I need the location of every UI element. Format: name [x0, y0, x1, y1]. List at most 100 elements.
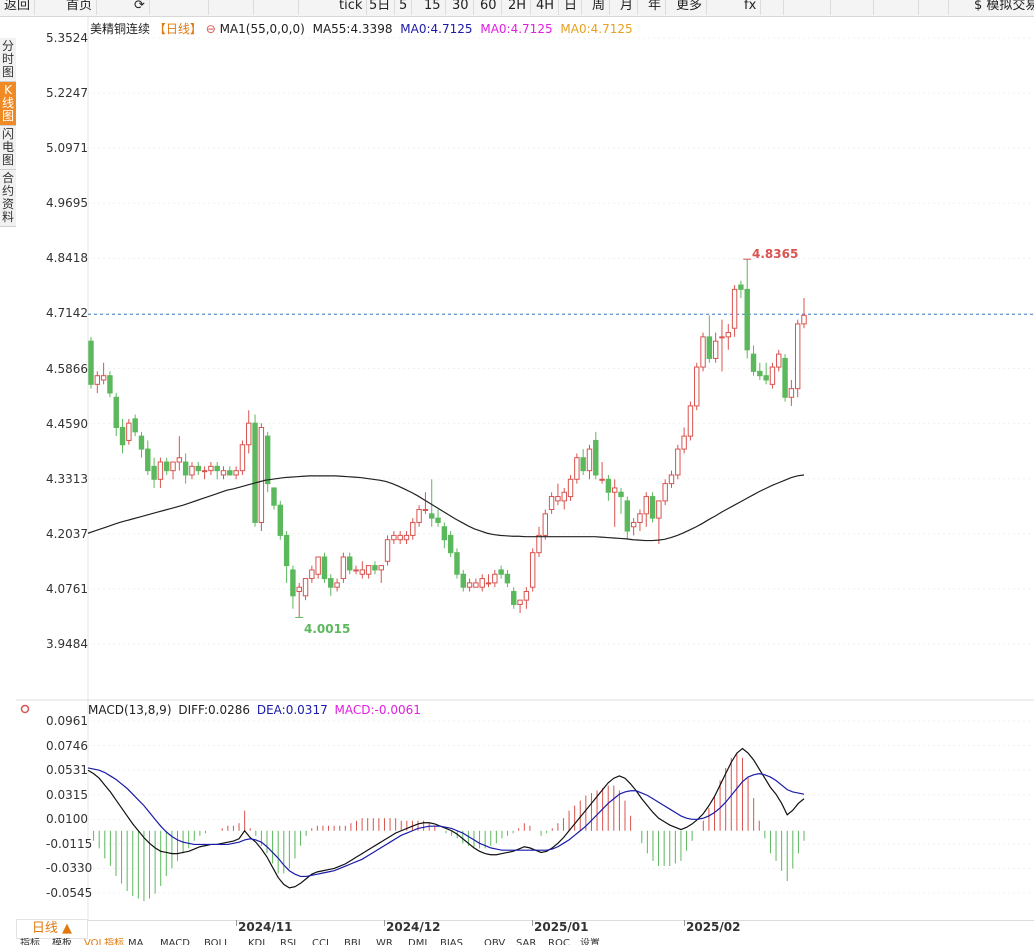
candle	[416, 505, 422, 527]
dea-value: DEA:0.0317	[256, 703, 328, 717]
candle	[757, 362, 763, 381]
candle-body	[397, 534, 403, 541]
toolbar-home-button[interactable]: 首页	[62, 0, 98, 15]
toolbar-5min-button[interactable]: 5	[395, 0, 413, 15]
sidebar-tab-1[interactable]: K 线 图	[0, 82, 16, 126]
candle-body	[656, 500, 662, 519]
indicator-tab[interactable]: SAR	[516, 938, 537, 945]
candle	[719, 319, 725, 372]
toolbar-chart-type-button[interactable]	[200, 0, 209, 15]
indicator-tab[interactable]: 模板	[52, 938, 72, 945]
toolbar-pen-button[interactable]	[865, 0, 874, 15]
candle-body	[321, 556, 328, 580]
toolbar-30min-button[interactable]: 30	[448, 0, 474, 15]
toolbar-5day-button[interactable]: 5日	[365, 0, 396, 15]
sidebar-tab-3[interactable]: 合 约 资 料	[0, 170, 16, 227]
candle-body	[429, 513, 435, 519]
toolbar-triangle-button[interactable]	[910, 0, 919, 15]
candle	[681, 427, 687, 454]
candle	[548, 492, 555, 514]
candle	[574, 453, 580, 484]
candle-body	[731, 288, 738, 329]
candle	[290, 565, 296, 609]
candle	[447, 531, 454, 557]
toolbar-4h-button[interactable]: 4H	[532, 0, 560, 15]
candle-body	[302, 578, 309, 597]
indicator-tab[interactable]: CCI	[312, 938, 329, 945]
candle	[687, 401, 694, 441]
toolbar-more-button[interactable]: 更多	[672, 0, 708, 15]
indicator-tab[interactable]: WR	[376, 938, 393, 945]
toolbar-day-button[interactable]: 日	[560, 0, 583, 15]
toolbar-formula-button[interactable]: fx	[740, 0, 762, 15]
candle	[353, 565, 359, 575]
candle	[252, 414, 258, 527]
indicator-tab[interactable]: KDJ	[248, 938, 266, 945]
ma1-label: MA1(55,0,0,0)	[219, 22, 305, 36]
candle-body	[643, 496, 649, 515]
candle-body	[542, 513, 549, 536]
toolbar-week-button[interactable]: 周	[588, 0, 611, 15]
period-tag[interactable]: 【日线】	[153, 22, 202, 36]
indicator-tab[interactable]: BBI	[344, 938, 361, 945]
indicator-tab[interactable]: OBV	[484, 938, 506, 945]
macd-tick-label: 0.0315	[46, 787, 88, 802]
time-tick-label: 2024/12	[386, 920, 441, 934]
candle	[492, 569, 498, 588]
toolbar-check-button[interactable]	[940, 0, 949, 15]
candle-body	[725, 332, 731, 338]
indicator-tab[interactable]: DMI	[408, 938, 428, 945]
candle	[113, 392, 119, 437]
candle	[769, 362, 776, 389]
toolbar-60min-button[interactable]: 60	[476, 0, 502, 15]
macd-tick-label: 0.0746	[46, 738, 88, 753]
sidebar-tab-2[interactable]: 闪 电 图	[0, 126, 16, 170]
candle-body	[378, 565, 384, 571]
toolbar-year-button[interactable]: 年	[644, 0, 667, 15]
indicator-tab[interactable]: MACD	[160, 938, 190, 945]
diff-line	[87, 747, 805, 889]
indicator-tab[interactable]: 设置	[580, 938, 600, 945]
indicator-tab[interactable]: VOL指标	[84, 938, 125, 945]
toolbar-zoom-in-button[interactable]	[822, 0, 831, 15]
indicator-tab[interactable]: ROC	[548, 938, 570, 945]
toolbar-tick-button[interactable]: tick	[335, 0, 368, 15]
candle-body	[233, 470, 239, 476]
toolbar-15min-button[interactable]: 15	[420, 0, 446, 15]
time-tick-label: 2024/11	[238, 920, 293, 934]
macd-settings-icon[interactable]	[20, 704, 30, 714]
candle-body	[246, 422, 252, 446]
candle	[214, 462, 220, 480]
period-selector[interactable]: 日线 ▲	[16, 919, 88, 939]
indicator-tab[interactable]: RSI	[280, 938, 297, 945]
toolbar-refresh-button[interactable]: ⟳	[130, 0, 150, 15]
toolbar-zoom-out-button[interactable]	[775, 0, 784, 15]
toolbar-back-button[interactable]: 返回	[0, 0, 36, 15]
price-tick-label: 3.9484	[46, 637, 88, 651]
legend-toggle-icon[interactable]: ⊖	[205, 22, 216, 36]
candle-body	[283, 534, 290, 567]
candle-body	[782, 357, 788, 398]
candle-body	[687, 405, 694, 437]
time-axis-bar	[16, 920, 1034, 937]
toolbar-draw-button[interactable]	[290, 0, 299, 15]
candle-body	[296, 586, 302, 593]
candle-body	[328, 578, 334, 588]
toolbar-2h-button[interactable]: 2H	[504, 0, 532, 15]
candle-body	[94, 375, 101, 385]
candle	[277, 500, 284, 540]
toolbar-sim-trade-button[interactable]: $ 模拟交易	[970, 0, 1034, 15]
candle-body	[309, 569, 315, 580]
toolbar-indicators-button[interactable]	[245, 0, 254, 15]
candle	[258, 423, 265, 532]
indicator-tab[interactable]: BIAS	[440, 938, 463, 945]
indicator-tab[interactable]: MA	[128, 938, 144, 945]
candle	[694, 362, 700, 411]
toolbar-month-button[interactable]: 月	[616, 0, 639, 15]
indicator-tab[interactable]: 指标	[20, 938, 40, 945]
sidebar-tab-0[interactable]: 分 时 图	[0, 38, 16, 82]
candle-body	[694, 366, 700, 407]
indicator-tab[interactable]: BOLL	[204, 938, 230, 945]
ma0-value-2: MA0:4.7125	[480, 22, 553, 36]
